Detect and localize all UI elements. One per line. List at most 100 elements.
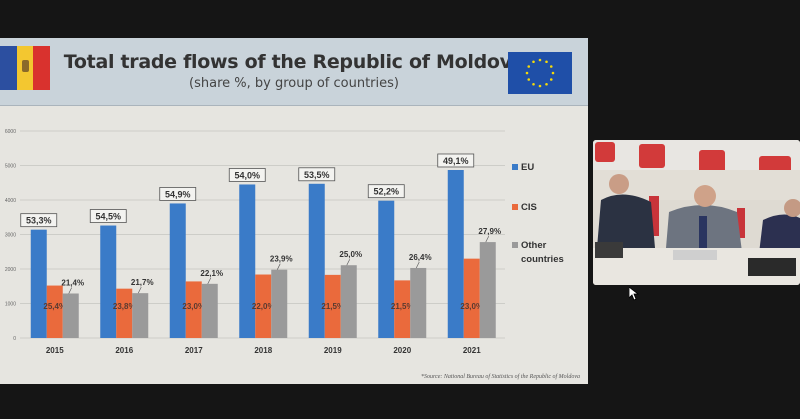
x-tick-label: 2019 [324, 346, 342, 355]
bar-other-countries [340, 265, 357, 338]
leader-line [137, 287, 142, 294]
data-label-other: 21,4% [61, 278, 84, 287]
bar-eu [30, 229, 47, 338]
data-label-other: 25,0% [339, 250, 362, 259]
eu-label-box [228, 168, 266, 182]
data-label-eu: 52,2% [373, 187, 399, 197]
eu-label-box [89, 209, 127, 223]
legend-swatch [512, 164, 518, 170]
y-tick-label: 0 [13, 336, 16, 342]
bar-eu [447, 169, 464, 338]
leader-line [276, 263, 281, 270]
bar-cis [394, 280, 411, 338]
data-label-cis: 23,0% [460, 302, 483, 311]
moldova-flag-icon [0, 46, 51, 90]
bar-eu [239, 184, 256, 338]
eu-star [549, 78, 553, 81]
data-label-other: 22,1% [200, 269, 223, 278]
bar-cis [324, 274, 341, 338]
presentation-slide: Total trade flows of the Republic of Mol… [0, 38, 588, 384]
eu-star [532, 82, 535, 86]
data-label-cis: 22,0% [252, 302, 275, 311]
eu-flag-icon [508, 52, 572, 94]
participants-video [593, 140, 800, 285]
data-label-eu: 49,1% [443, 156, 469, 166]
slide-header: Total trade flows of the Republic of Mol… [0, 38, 588, 106]
video-call-feed[interactable] [593, 140, 800, 285]
bar-other-countries [62, 293, 79, 338]
bar-other-countries [479, 242, 496, 338]
eu-star [538, 58, 542, 62]
mouse-cursor-icon [629, 287, 639, 301]
x-tick-label: 2018 [254, 346, 272, 355]
y-tick-label: 5000 [5, 164, 16, 170]
data-label-cis: 23,0% [182, 302, 205, 311]
eu-star [525, 71, 529, 75]
bar-cis [255, 274, 272, 338]
bar-eu [100, 225, 117, 338]
y-tick-label: 6000 [5, 129, 16, 135]
eu-label-box [367, 184, 405, 199]
x-tick-label: 2021 [463, 346, 481, 355]
data-label-other: 27,9% [478, 227, 501, 236]
data-label-eu: 54,0% [234, 170, 260, 180]
bar-chart: 0 1000 2000 3000 4000 5000 6000 2015 53,3% 25,4% 2… [5, 129, 564, 355]
leader-line [415, 261, 420, 269]
y-tick-label: 1000 [5, 302, 16, 308]
eu-star [532, 60, 535, 64]
bar-eu [169, 203, 186, 338]
leader-line [485, 235, 490, 243]
eu-star [527, 78, 531, 81]
bar-eu [378, 200, 395, 338]
eu-label-box [298, 167, 336, 182]
data-label-cis: 25,4% [43, 302, 66, 311]
bar-cis [185, 281, 202, 338]
data-label-cis: 23,8% [113, 302, 136, 311]
bar-other-countries [201, 283, 218, 338]
y-tick-label: 3000 [5, 233, 16, 239]
bar-eu [308, 183, 325, 338]
data-label-eu: 54,9% [165, 189, 191, 199]
legend-label: Other [521, 240, 547, 251]
slide-subtitle: (share %, by group of countries) [189, 76, 399, 91]
legend-label: countries [521, 254, 564, 265]
leader-line [346, 259, 351, 266]
eu-label-box [159, 187, 197, 201]
eu-star [545, 82, 548, 86]
source-note: *Source: National Bureau of Statistics o… [420, 374, 580, 380]
bar-other-countries [410, 267, 427, 338]
legend-label: EU [521, 162, 534, 173]
bar-cis [46, 285, 63, 338]
x-tick-label: 2015 [46, 346, 64, 355]
slide-title: Total trade flows of the Republic of Mol… [63, 51, 525, 73]
x-tick-label: 2016 [115, 346, 133, 355]
x-tick-label: 2017 [185, 346, 203, 355]
data-label-other: 26,4% [409, 253, 432, 262]
bar-cis [463, 258, 480, 338]
data-label-other: 23,9% [270, 255, 293, 264]
eu-star [538, 84, 542, 88]
eu-star [527, 65, 531, 68]
bar-other-countries [271, 269, 288, 338]
leader-line [68, 287, 73, 294]
legend-swatch [512, 242, 518, 248]
data-label-eu: 53,3% [26, 216, 52, 226]
eu-star [551, 71, 555, 75]
data-label-cis: 21,5% [321, 302, 344, 311]
legend-swatch [512, 204, 518, 210]
data-label-eu: 53,5% [304, 170, 330, 180]
x-tick-label: 2020 [393, 346, 411, 355]
legend-label: CIS [521, 202, 537, 213]
leader-line [207, 277, 212, 284]
data-label-cis: 21,5% [391, 302, 414, 311]
bar-cis [116, 288, 133, 338]
eu-label-box [20, 213, 58, 228]
bar-other-countries [132, 293, 149, 338]
y-tick-label: 2000 [5, 267, 16, 273]
y-tick-label: 4000 [5, 198, 16, 204]
eu-label-box [437, 153, 475, 168]
eu-star [549, 65, 553, 68]
data-label-eu: 54,5% [95, 212, 121, 222]
eu-star [545, 60, 548, 64]
data-label-other: 21,7% [131, 278, 154, 287]
